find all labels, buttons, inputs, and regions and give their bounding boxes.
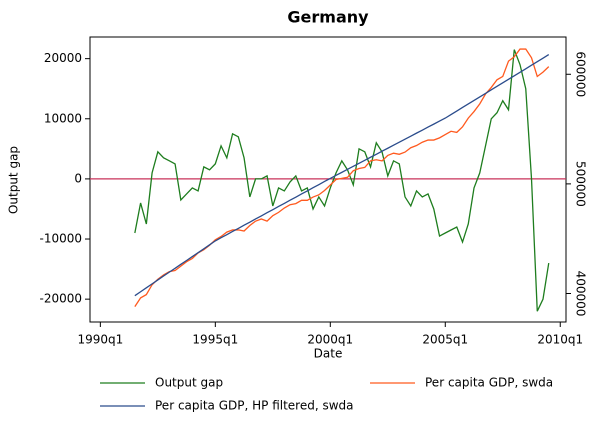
x-tick-label: 1995q1 — [192, 333, 238, 347]
series-line — [134, 48, 550, 308]
y2-tick-label: 400000 — [574, 271, 588, 317]
legend-label: Per capita GDP, HP filtered, swda — [155, 399, 354, 413]
x-axis-label: Date — [314, 347, 343, 361]
series-line — [134, 53, 550, 297]
y-tick-label: 0 — [74, 171, 82, 185]
y2-tick-label: 600000 — [574, 51, 588, 97]
legend-label: Per capita GDP, swda — [425, 376, 553, 390]
y-tick-label: 20000 — [44, 51, 82, 65]
y-axis-label: Output gap — [7, 146, 21, 214]
y-tick-label: -20000 — [39, 292, 82, 306]
series-line — [134, 49, 550, 312]
plot-frame — [89, 36, 567, 323]
y-tick-label: 10000 — [44, 111, 82, 125]
legend-label: Output gap — [155, 376, 223, 390]
y2-tick-label: 500000 — [574, 161, 588, 207]
x-tick-label: 2005q1 — [422, 333, 468, 347]
x-tick-label: 2000q1 — [307, 333, 353, 347]
chart-title: Germany — [287, 8, 369, 27]
x-tick-label: 2010q1 — [537, 333, 583, 347]
y-tick-label: -10000 — [39, 232, 82, 246]
x-tick-label: 1990q1 — [77, 333, 123, 347]
